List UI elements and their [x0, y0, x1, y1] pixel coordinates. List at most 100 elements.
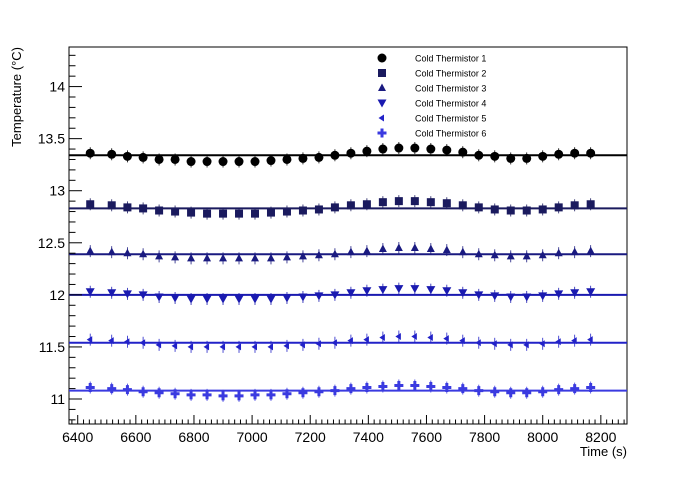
x-axis-label: Time (s) — [580, 444, 627, 459]
data-point-series-2 — [570, 201, 579, 210]
data-point-series-4 — [490, 292, 500, 301]
data-point-series-4 — [538, 292, 548, 301]
x-tick-label: 7800 — [469, 429, 500, 445]
data-point-series-2 — [554, 203, 563, 212]
data-point-series-2 — [346, 201, 355, 210]
data-point-series-2 — [298, 206, 307, 215]
data-point-series-1 — [490, 151, 500, 161]
data-point-series-4 — [107, 289, 117, 298]
data-point-series-3 — [123, 248, 132, 257]
data-point-series-4 — [554, 290, 564, 299]
data-point-series-2 — [219, 209, 228, 218]
data-point-series-6 — [234, 391, 244, 401]
data-point-series-5 — [395, 333, 401, 341]
data-point-series-5 — [203, 343, 210, 351]
data-point-series-1 — [586, 148, 596, 158]
data-point-series-2 — [362, 200, 371, 209]
data-point-series-3 — [107, 247, 116, 256]
data-point-series-5 — [187, 343, 194, 351]
x-tick-label: 8200 — [585, 429, 616, 445]
y-tick-label: 11.5 — [39, 339, 65, 355]
data-point-series-6 — [170, 389, 180, 399]
data-point-series-3 — [442, 245, 451, 254]
data-point-series-6 — [266, 390, 276, 400]
data-point-series-5 — [283, 342, 289, 350]
data-point-series-5 — [587, 336, 593, 344]
data-point-series-3 — [203, 253, 212, 262]
data-point-series-5 — [108, 337, 114, 345]
data-point-series-2 — [187, 208, 196, 217]
x-axis: 6400 6600 6800 7000 7200 7400 7600 7800 8000 8200 — [62, 415, 625, 445]
data-point-series-5 — [299, 341, 305, 349]
data-point-series-6 — [410, 380, 420, 390]
data-point-series-1 — [122, 151, 132, 161]
data-point-series-3 — [394, 243, 403, 251]
x-tick-label: 8000 — [527, 429, 558, 445]
data-point-series-3 — [586, 246, 595, 255]
data-point-series-5 — [443, 335, 449, 343]
data-point-series-6 — [107, 384, 117, 394]
data-point-series-3 — [314, 250, 323, 259]
data-point-series-1 — [218, 157, 228, 167]
data-point-series-4 — [378, 286, 388, 295]
data-point-series-5 — [459, 337, 465, 345]
data-point-series-1 — [538, 151, 548, 161]
legend: Cold Thermistor 1 Cold Thermistor 2 Cold T… — [377, 53, 486, 139]
data-point-series-5 — [347, 337, 353, 345]
data-point-series-5 — [219, 343, 226, 351]
data-point-series-6 — [330, 386, 340, 396]
data-point-series-6 — [314, 387, 324, 397]
data-point-series-6 — [490, 387, 500, 397]
data-point-series-4 — [586, 288, 596, 297]
x-tick-label: 7600 — [411, 429, 442, 445]
data-point-series-4 — [282, 294, 292, 303]
y-tick-label: 12 — [49, 287, 65, 303]
data-point-series-2 — [139, 204, 148, 213]
data-point-series-2 — [203, 209, 212, 218]
data-point-series-6 — [85, 383, 95, 393]
data-point-series-2 — [522, 206, 531, 215]
data-point-series-4 — [138, 291, 148, 300]
data-point-series-1 — [570, 148, 580, 158]
data-point-series-3 — [235, 253, 244, 262]
data-markers — [85, 142, 596, 402]
data-point-series-5 — [123, 338, 130, 346]
data-point-series-2 — [490, 205, 499, 214]
y-axis-label: Temperature (°C) — [9, 47, 24, 147]
data-point-series-5 — [251, 343, 257, 351]
data-point-series-4 — [330, 291, 340, 300]
data-point-series-1 — [170, 154, 180, 164]
data-point-series-1 — [266, 156, 276, 166]
data-point-series-1 — [394, 143, 404, 153]
data-point-series-6 — [362, 383, 372, 393]
data-point-series-4 — [410, 285, 420, 294]
x-tick-label: 6600 — [120, 429, 151, 445]
data-point-series-2 — [378, 198, 387, 207]
x-tick-label: 7400 — [353, 429, 384, 445]
data-point-series-2 — [458, 201, 467, 210]
data-point-series-1 — [346, 148, 356, 158]
x-tick-label: 6800 — [178, 429, 209, 445]
data-point-series-1 — [378, 144, 388, 154]
data-point-series-1 — [85, 148, 95, 158]
data-point-series-1 — [138, 152, 148, 162]
data-point-series-3 — [426, 244, 435, 253]
data-point-series-2 — [394, 197, 403, 206]
data-point-series-4 — [474, 291, 484, 300]
y-axis: 11 11.5 12 12.5 13 13.5 14 — [38, 54, 82, 421]
data-point-series-2 — [538, 205, 547, 214]
data-point-series-2 — [330, 203, 339, 212]
data-point-series-4 — [362, 287, 372, 296]
plot-frame — [68, 46, 628, 425]
data-point-series-5 — [555, 338, 561, 346]
data-point-series-4 — [458, 289, 468, 298]
legend-marker-series-6 — [377, 128, 387, 138]
data-point-series-3 — [155, 251, 164, 260]
data-point-series-1 — [362, 146, 372, 156]
data-point-series-2 — [266, 208, 275, 217]
data-point-series-3 — [298, 251, 307, 260]
data-point-series-4 — [506, 293, 516, 302]
data-point-series-4 — [266, 295, 276, 304]
